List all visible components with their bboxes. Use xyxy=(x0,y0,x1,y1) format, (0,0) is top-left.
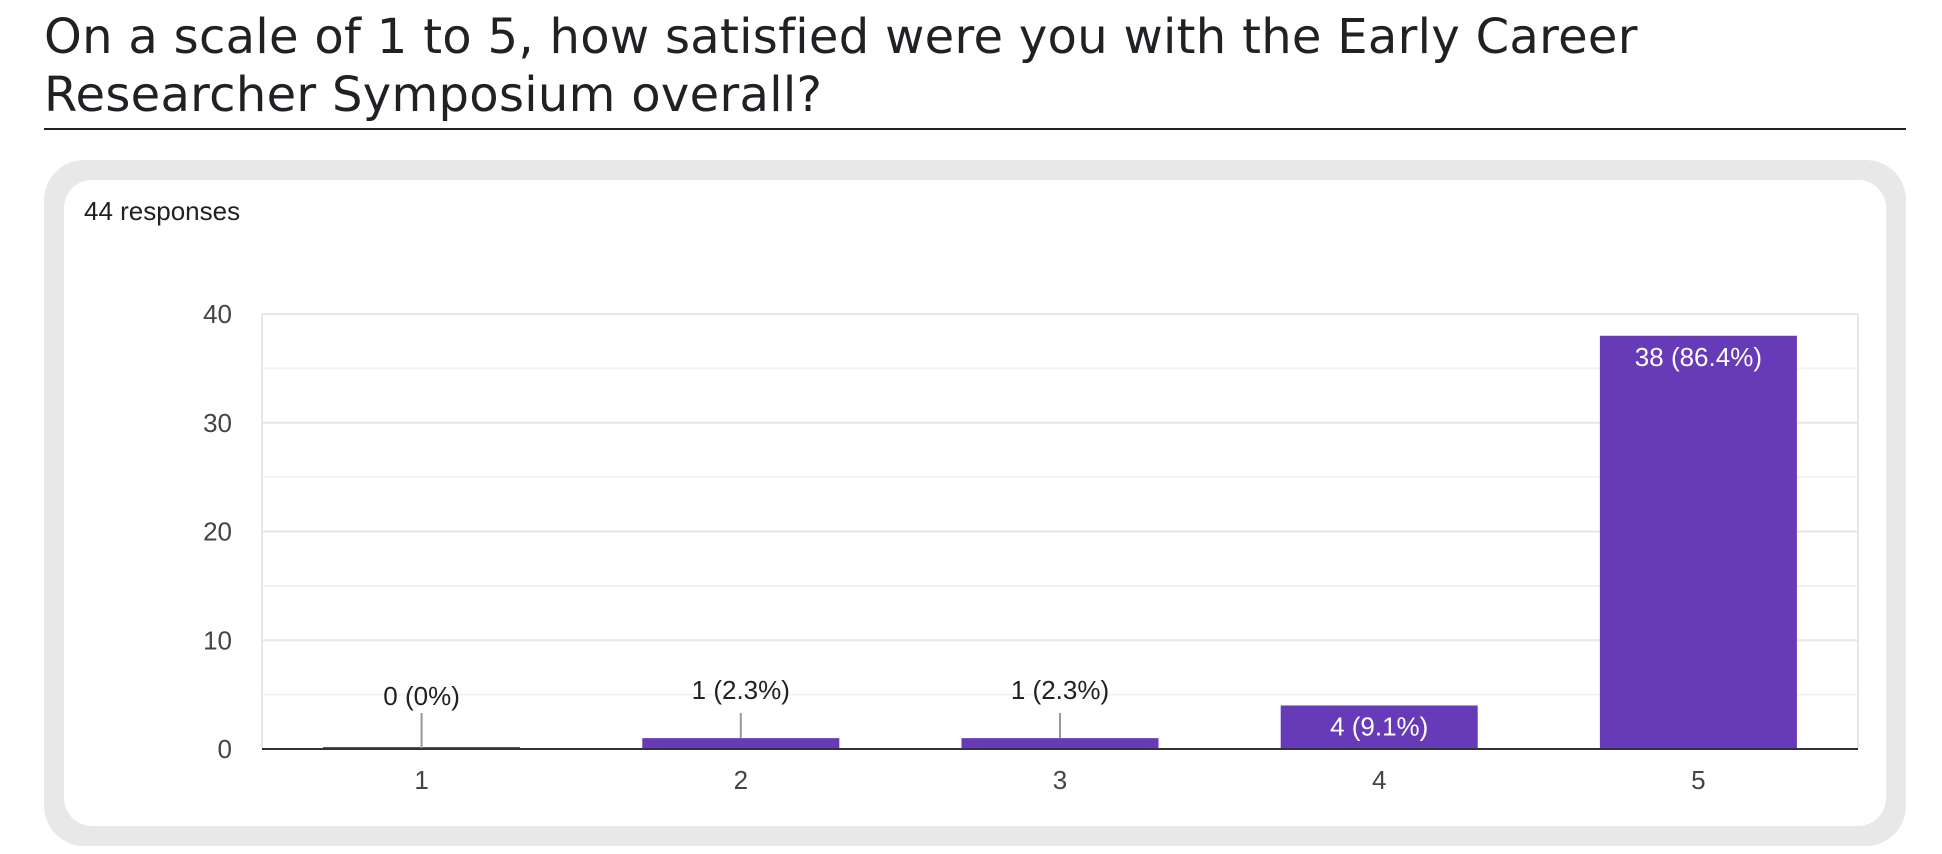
data-label: 4 (9.1%) xyxy=(1330,712,1428,742)
bar xyxy=(642,738,840,749)
x-tick-label: 1 xyxy=(414,765,428,795)
y-tick-label: 10 xyxy=(203,625,232,655)
y-tick-label: 0 xyxy=(218,734,232,764)
bar xyxy=(1280,705,1478,749)
data-label: 38 (86.4%) xyxy=(1635,342,1762,372)
question-title: On a scale of 1 to 5, how satisfied were… xyxy=(44,9,1638,123)
bar xyxy=(1599,335,1797,749)
data-label: 1 (2.3%) xyxy=(692,675,790,705)
y-tick-label: 30 xyxy=(203,408,232,438)
chart-card xyxy=(64,180,1886,826)
data-label: 0 (0%) xyxy=(383,681,460,711)
y-tick-label: 20 xyxy=(203,517,232,547)
y-tick-label: 40 xyxy=(203,299,232,329)
x-tick-label: 5 xyxy=(1691,765,1705,795)
x-tick-label: 2 xyxy=(734,765,748,795)
data-label: 1 (2.3%) xyxy=(1011,675,1109,705)
title-underline xyxy=(44,128,1906,130)
x-tick-label: 4 xyxy=(1372,765,1386,795)
response-count: 44 responses xyxy=(84,196,241,226)
bar xyxy=(961,738,1159,749)
x-tick-label: 3 xyxy=(1053,765,1067,795)
